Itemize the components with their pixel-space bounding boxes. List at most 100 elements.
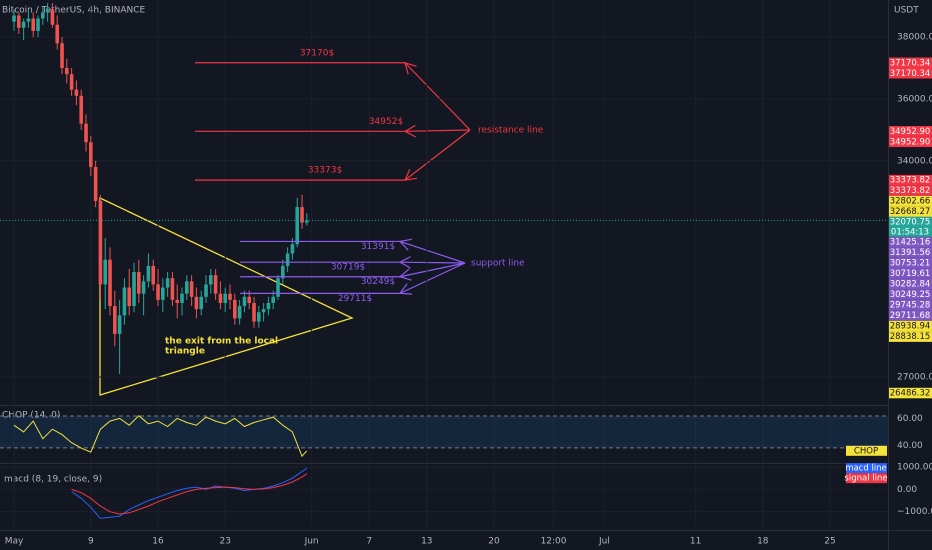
series-tag-label: signal line [844, 474, 887, 484]
candle-body [127, 287, 132, 307]
candle-body [271, 296, 276, 303]
annotation: triangle [165, 347, 205, 357]
arrow-line [399, 240, 466, 264]
arrow-line [399, 262, 466, 294]
arrow-line [399, 261, 466, 264]
price-tag-label: 29745.28 [890, 301, 931, 311]
price-tag-label: 28838.15 [890, 332, 931, 342]
candle-body [74, 89, 79, 96]
candle-body [209, 275, 213, 285]
candle-body [113, 306, 117, 334]
price-tag [889, 67, 932, 79]
candle-body [26, 18, 31, 22]
candle-body [65, 68, 69, 75]
candle-body [161, 287, 165, 300]
x-tick-label: 23 [219, 537, 230, 547]
y-tick-label: 40.00 [897, 441, 923, 451]
candle-body [180, 293, 184, 303]
price-tag-label: 32802.66 [890, 197, 931, 207]
price-tag-label: 34952.90 [890, 137, 931, 147]
price-tag-label: 30753.21 [890, 259, 931, 269]
price-tag [889, 299, 932, 311]
x-tick-label: 12:00 [541, 537, 567, 547]
price-tag-label: 32070.75 [890, 218, 931, 228]
price-tag [889, 185, 932, 196]
candle-body [228, 293, 232, 300]
candle-body [98, 200, 103, 285]
series-tag [846, 473, 887, 484]
price-tag-label: 37170.34 [890, 69, 931, 79]
candle-body [189, 281, 194, 297]
level-label: 33373$ [308, 166, 342, 176]
candle-body [261, 309, 266, 313]
level-label: 30249$ [361, 277, 395, 287]
candle-body [79, 95, 84, 124]
candle-body [93, 166, 98, 201]
x-tick-label: 18 [757, 537, 769, 547]
price-tag [889, 236, 932, 248]
price-tag-label: 37170.34 [890, 58, 931, 68]
price-tag [889, 310, 932, 321]
price-tag-label: 30719.61 [890, 269, 931, 279]
price-tag-label: 30282.84 [890, 280, 931, 290]
price-tag [889, 278, 932, 290]
candle-body [84, 123, 88, 143]
candle-body [41, 12, 45, 19]
price-tag-label: 31391.56 [890, 248, 931, 258]
candle-body [146, 265, 151, 282]
y-tick-label: 1000.00 [897, 463, 932, 473]
x-tick-label: 16 [152, 537, 164, 547]
series-tag [846, 463, 887, 474]
y-tick-label: 38000.00 [897, 33, 932, 43]
level-label: 30719$ [331, 263, 365, 273]
candle-body [103, 259, 108, 285]
indicator-line [71, 473, 308, 515]
price-tag-label: 28938.94 [890, 322, 931, 332]
candle-body [194, 296, 199, 310]
candle-body [199, 296, 204, 310]
series-tag-label: CHOP [854, 446, 878, 456]
annotation: the exit from the local [165, 337, 278, 347]
candle-body [36, 18, 40, 31]
price-tag [889, 126, 932, 137]
candle-body [31, 18, 36, 31]
price-tag [889, 387, 932, 399]
level-label: 37170$ [300, 48, 334, 58]
price-tag [889, 268, 932, 279]
candle-body [218, 293, 223, 303]
price-tag [889, 174, 932, 186]
candle-body [276, 278, 280, 297]
candle-body [252, 302, 256, 322]
candle-body [165, 278, 170, 288]
candle-body [132, 272, 136, 307]
symbol-title: Bitcoin / TetherUS, 4h, BINANCE [2, 6, 146, 16]
price-tag [889, 331, 932, 342]
arrow-line [399, 262, 466, 278]
series-tag [846, 445, 887, 456]
candle-body [55, 24, 60, 44]
candle-body [247, 296, 252, 303]
candle-body [204, 284, 208, 297]
level-label: 29711$ [338, 294, 372, 304]
candle-body [89, 142, 93, 167]
candle-body [12, 15, 16, 22]
candle-body [45, 9, 50, 13]
price-tag [889, 289, 932, 300]
candle-body [237, 306, 242, 319]
price-tag [889, 195, 932, 207]
price-tag [889, 216, 932, 237]
candle-body [233, 299, 237, 319]
price-tag [889, 320, 932, 332]
candle-body [257, 312, 261, 322]
candle-body [175, 299, 180, 303]
price-tag-label: 26486.32 [890, 389, 931, 399]
price-tag [889, 206, 932, 217]
candle-body [185, 281, 189, 294]
countdown: 01:54:13 [891, 227, 929, 237]
x-tick-label: 20 [488, 537, 500, 547]
candle-body [285, 253, 290, 266]
candle-body [290, 244, 295, 254]
candle-body [213, 275, 218, 294]
